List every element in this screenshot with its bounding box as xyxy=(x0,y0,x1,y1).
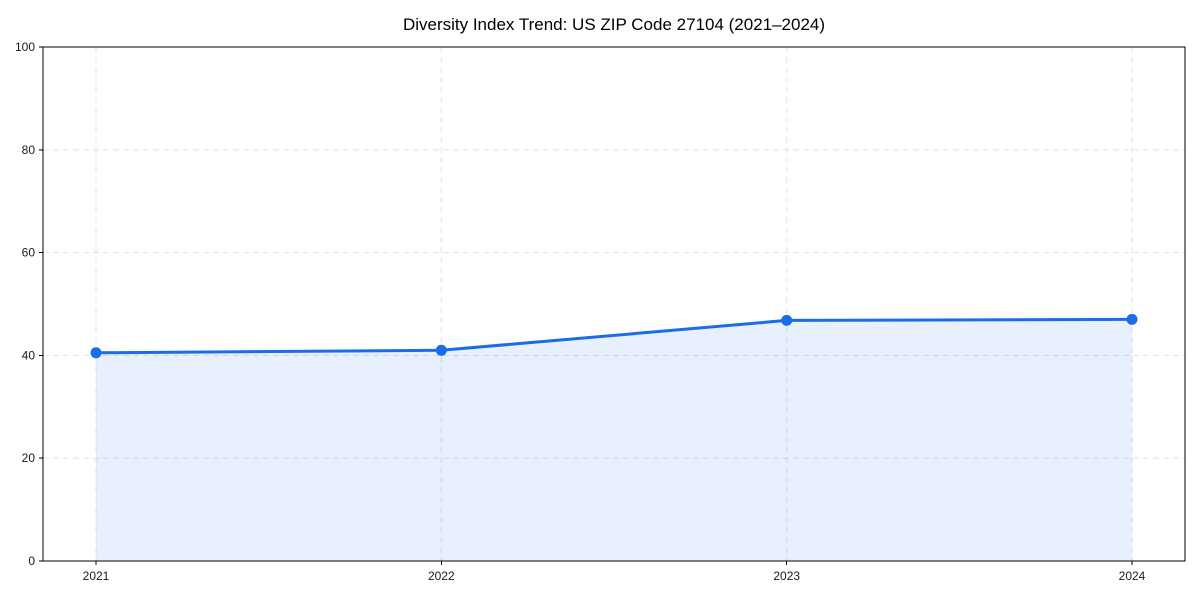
data-point-marker xyxy=(1126,313,1138,325)
gridlines xyxy=(43,47,1185,561)
x-tick-label: 2023 xyxy=(773,569,800,583)
x-tick-label: 2024 xyxy=(1119,569,1146,583)
plot-border xyxy=(42,46,1186,562)
data-point-marker xyxy=(781,314,793,326)
y-tick-label: 80 xyxy=(22,143,36,157)
data-point-marker xyxy=(435,344,447,356)
area-fill xyxy=(96,319,1132,561)
y-tick-label: 0 xyxy=(28,554,35,568)
axes-spines xyxy=(39,46,1186,565)
data-point-marker xyxy=(90,347,102,359)
series-area-fill xyxy=(96,319,1132,561)
trend-line xyxy=(94,317,1134,355)
y-tick-label: 100 xyxy=(15,40,35,54)
data-points xyxy=(90,313,1138,359)
y-tick-label: 60 xyxy=(22,246,36,260)
x-tick-label: 2022 xyxy=(428,569,455,583)
chart-title: Diversity Index Trend: US ZIP Code 27104… xyxy=(403,15,825,34)
tick-labels: 0 20 40 60 80 100 2021 2022 2023 2024 xyxy=(15,40,1146,583)
series-line xyxy=(94,317,1134,355)
y-tick-label: 20 xyxy=(22,451,36,465)
x-tick-label: 2021 xyxy=(83,569,110,583)
y-tick-label: 40 xyxy=(22,348,36,362)
